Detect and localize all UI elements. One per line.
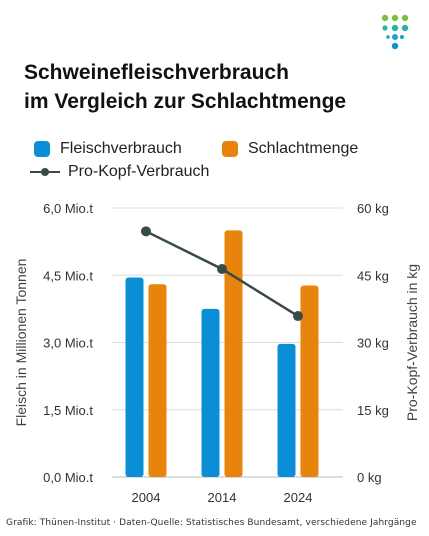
source-note: Grafik: Thünen-Institut · Daten-Quelle: … <box>6 518 417 528</box>
logo-dots-icon <box>380 14 416 50</box>
x-tick-label: 2014 <box>208 490 237 505</box>
y2-tick-label: 45 kg <box>357 268 389 283</box>
y2-axis-title: Pro-Kopf-Verbrauch in kg <box>404 264 420 421</box>
bar-schlachtmenge-2004 <box>148 284 167 477</box>
legend-item-schlachtmenge: Schlachtmenge <box>222 140 358 158</box>
legend-item-pro-kopf: Pro-Kopf-Verbrauch <box>30 163 209 181</box>
y2-tick-label: 15 kg <box>357 403 389 418</box>
y2-tick-label: 0 kg <box>357 470 382 485</box>
legend-line-marker-icon <box>30 166 60 178</box>
bar-schlachtmenge-2014 <box>224 230 243 477</box>
legend-label-pro-kopf: Pro-Kopf-Verbrauch <box>68 163 210 180</box>
page-title: Schweinefleischverbrauch im Vergleich zu… <box>24 58 384 116</box>
x-tick-label: 2004 <box>132 490 161 505</box>
y-tick-label: 6,0 Mio.t <box>43 201 93 216</box>
y-tick-label: 0,0 Mio.t <box>43 470 93 485</box>
x-tick-label: 2024 <box>284 490 313 505</box>
y2-tick-label: 60 kg <box>357 201 389 216</box>
legend-label-fleischverbrauch: Fleischverbrauch <box>60 140 182 157</box>
point-pro-kopf-2024 <box>293 311 303 322</box>
y-tick-label: 1,5 Mio.t <box>43 403 93 418</box>
legend-swatch-orange <box>222 141 238 157</box>
legend-swatch-blue <box>34 141 50 157</box>
point-pro-kopf-2014 <box>217 263 227 274</box>
y-tick-label: 4,5 Mio.t <box>43 268 93 283</box>
chart-area: 0,0 Mio.t 0 kg 1,5 Mio.t 15 kg 3,0 Mio.t 30 k… <box>13 201 420 505</box>
bar-fleischverbrauch-2024 <box>277 343 296 477</box>
bar-fleischverbrauch-2004 <box>125 277 144 477</box>
point-pro-kopf-2004 <box>141 226 151 237</box>
legend-label-schlachtmenge: Schlachtmenge <box>248 140 359 157</box>
y2-tick-label: 30 kg <box>357 336 389 351</box>
title-line-2: im Vergleich zur Schlachtmenge <box>24 90 347 113</box>
y-axis-title: Fleisch in Millionen Tonnen <box>13 259 29 427</box>
bar-fleischverbrauch-2014 <box>201 308 220 477</box>
legend-item-fleischverbrauch: Fleischverbrauch <box>34 140 182 158</box>
y-tick-label: 3,0 Mio.t <box>43 336 93 351</box>
bar-schlachtmenge-2024 <box>300 285 319 477</box>
title-line-1: Schweinefleischverbrauch <box>24 61 289 84</box>
